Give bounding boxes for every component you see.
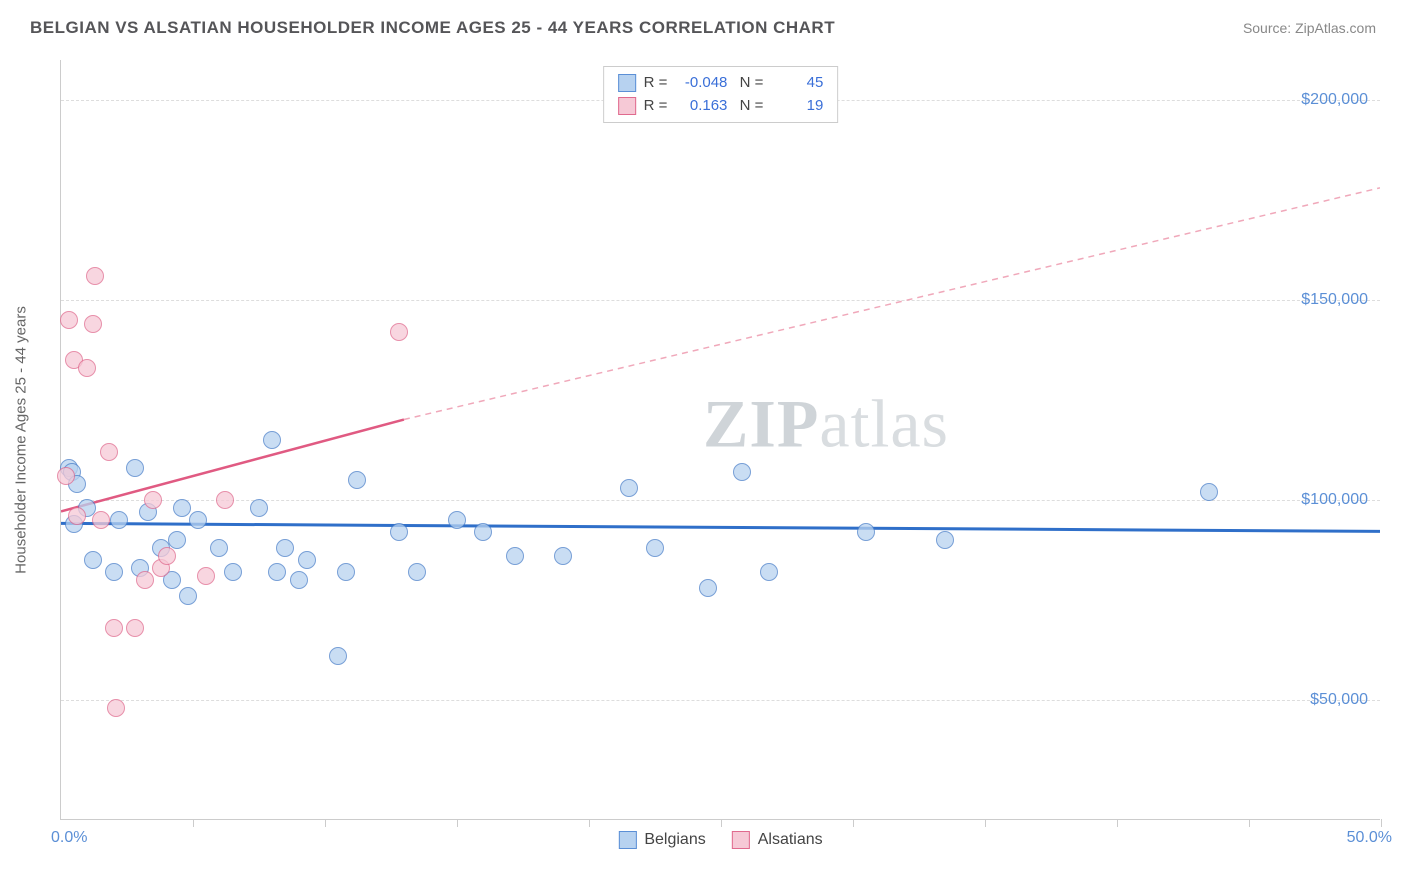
header: BELGIAN VS ALSATIAN HOUSEHOLDER INCOME A… <box>0 0 1406 48</box>
data-point <box>126 459 144 477</box>
data-point <box>620 479 638 497</box>
swatch-blue <box>618 831 636 849</box>
data-point <box>78 359 96 377</box>
data-point <box>1200 483 1218 501</box>
n-value-alsatians: 19 <box>771 95 823 118</box>
data-point <box>268 563 286 581</box>
xtick <box>1117 819 1118 827</box>
data-point <box>276 539 294 557</box>
swatch-pink <box>618 97 636 115</box>
trend-lines <box>61 60 1380 819</box>
ytick-label: $50,000 <box>1310 691 1368 709</box>
data-point <box>158 547 176 565</box>
xtick <box>1381 819 1382 827</box>
watermark: ZIPatlas <box>703 385 949 464</box>
legend-row-belgians: R = -0.048 N = 45 <box>618 72 824 95</box>
data-point <box>390 523 408 541</box>
legend-label-alsatians: Alsatians <box>758 831 823 849</box>
data-point <box>936 531 954 549</box>
x-axis-end: 50.0% <box>1347 829 1392 847</box>
data-point <box>144 491 162 509</box>
data-point <box>857 523 875 541</box>
data-point <box>179 587 197 605</box>
data-point <box>329 647 347 665</box>
chart-plot-area: ZIPatlas $50,000 $100,000 $150,000 $200,000… <box>60 60 1380 820</box>
legend-series: Belgians Alsatians <box>618 831 822 849</box>
xtick <box>853 819 854 827</box>
data-point <box>733 463 751 481</box>
data-point <box>348 471 366 489</box>
n-value-belgians: 45 <box>771 72 823 95</box>
data-point <box>84 315 102 333</box>
chart-title: BELGIAN VS ALSATIAN HOUSEHOLDER INCOME A… <box>30 18 835 38</box>
data-point <box>107 699 125 717</box>
x-axis-start: 0.0% <box>51 829 87 847</box>
data-point <box>250 499 268 517</box>
data-point <box>84 551 102 569</box>
data-point <box>646 539 664 557</box>
data-point <box>699 579 717 597</box>
data-point <box>224 563 242 581</box>
data-point <box>408 563 426 581</box>
gridline <box>61 700 1380 701</box>
data-point <box>168 531 186 549</box>
data-point <box>210 539 228 557</box>
xtick <box>457 819 458 827</box>
legend-correlation: R = -0.048 N = 45 R = 0.163 N = 19 <box>603 66 839 123</box>
data-point <box>197 567 215 585</box>
ytick-label: $150,000 <box>1301 291 1368 309</box>
data-point <box>68 507 86 525</box>
data-point <box>448 511 466 529</box>
data-point <box>110 511 128 529</box>
xtick <box>589 819 590 827</box>
data-point <box>390 323 408 341</box>
legend-row-alsatians: R = 0.163 N = 19 <box>618 95 824 118</box>
r-value-belgians: -0.048 <box>675 72 727 95</box>
data-point <box>100 443 118 461</box>
data-point <box>189 511 207 529</box>
swatch-pink <box>732 831 750 849</box>
data-point <box>337 563 355 581</box>
xtick <box>721 819 722 827</box>
xtick <box>325 819 326 827</box>
ytick-label: $200,000 <box>1301 91 1368 109</box>
y-axis-label: Householder Income Ages 25 - 44 years <box>13 306 30 574</box>
data-point <box>506 547 524 565</box>
gridline <box>61 300 1380 301</box>
data-point <box>92 511 110 529</box>
data-point <box>554 547 572 565</box>
data-point <box>57 467 75 485</box>
r-value-alsatians: 0.163 <box>675 95 727 118</box>
data-point <box>105 563 123 581</box>
data-point <box>263 431 281 449</box>
data-point <box>216 491 234 509</box>
data-point <box>474 523 492 541</box>
data-point <box>173 499 191 517</box>
swatch-blue <box>618 74 636 92</box>
ytick-label: $100,000 <box>1301 491 1368 509</box>
data-point <box>60 311 78 329</box>
data-point <box>290 571 308 589</box>
data-point <box>86 267 104 285</box>
xtick <box>985 819 986 827</box>
data-point <box>105 619 123 637</box>
data-point <box>126 619 144 637</box>
legend-item-alsatians: Alsatians <box>732 831 823 849</box>
data-point <box>760 563 778 581</box>
source-attribution: Source: ZipAtlas.com <box>1243 20 1376 36</box>
data-point <box>298 551 316 569</box>
legend-item-belgians: Belgians <box>618 831 705 849</box>
legend-label-belgians: Belgians <box>644 831 705 849</box>
xtick <box>193 819 194 827</box>
data-point <box>136 571 154 589</box>
xtick <box>1249 819 1250 827</box>
